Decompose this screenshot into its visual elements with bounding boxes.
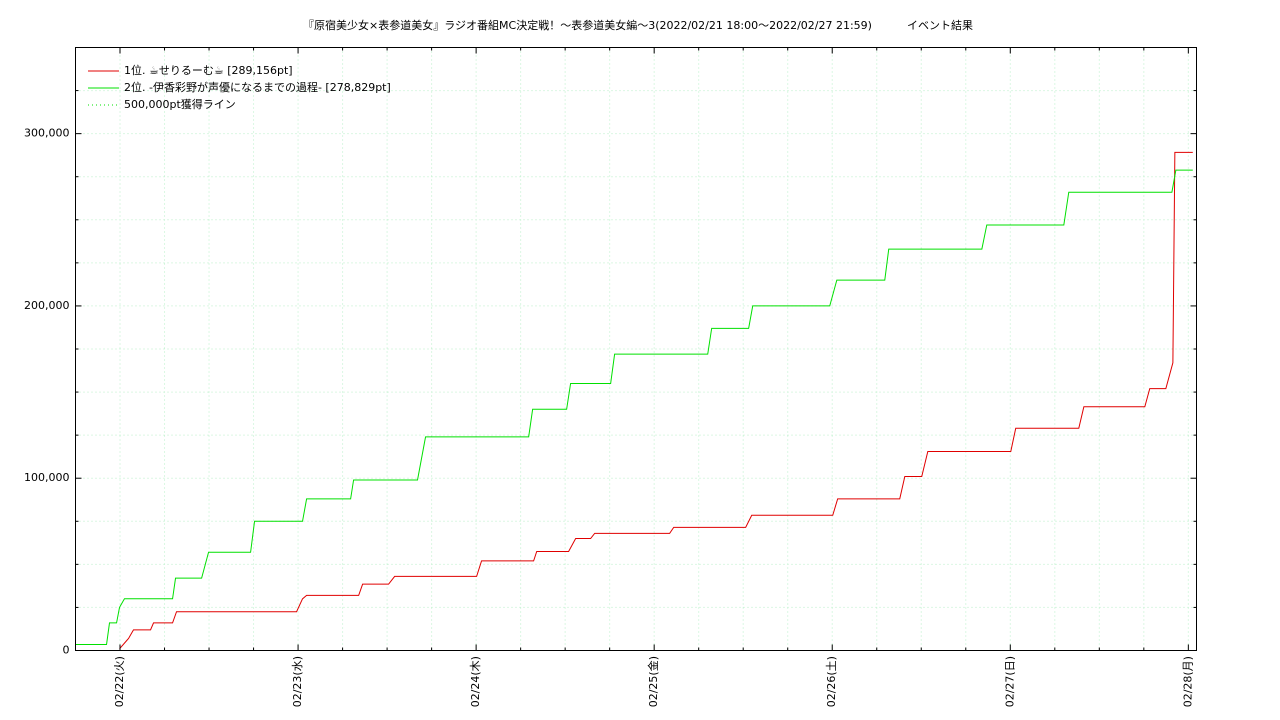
chart-title: 『原宿美少女×表参道美女』ラジオ番組MC決定戦！～表参道美女編～3(2022/0… [303, 18, 973, 32]
plot-area [75, 151, 1193, 650]
legend-label: 1位. ☕せりるーむ☕ [289,156pt] [124, 63, 293, 77]
x-tick-label: 02/27(日) [1003, 656, 1016, 707]
x-tick-label: 02/24(木) [469, 656, 482, 707]
x-tick-label: 02/22(火) [113, 656, 126, 707]
y-tick-label: 100,000 [24, 471, 70, 484]
y-tick-label: 300,000 [24, 127, 70, 140]
legend-label: 500,000pt獲得ライン [124, 98, 236, 111]
y-tick-label: 0 [63, 644, 70, 657]
x-tick-label: 02/28(月) [1181, 656, 1194, 707]
series-line [75, 169, 1193, 645]
x-tick-label: 02/23(水) [291, 656, 304, 707]
grid [75, 47, 1197, 651]
series-line [119, 151, 1193, 650]
x-tick-label: 02/25(金) [646, 656, 660, 707]
x-tick-label: 02/26(土) [825, 656, 838, 707]
legend-label: 2位. -伊香彩野が声優になるまでの過程- [278,829pt] [124, 80, 391, 94]
y-tick-label: 200,000 [24, 299, 70, 312]
